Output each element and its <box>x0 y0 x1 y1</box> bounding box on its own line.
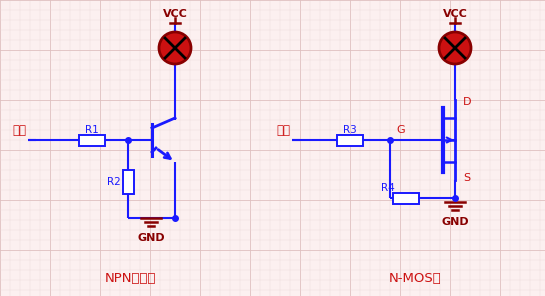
Bar <box>337 134 363 146</box>
Text: 输入: 输入 <box>276 124 290 137</box>
Text: 输入: 输入 <box>12 124 26 137</box>
Bar <box>79 134 105 146</box>
Text: R3: R3 <box>343 125 357 135</box>
Text: G: G <box>396 125 404 135</box>
Ellipse shape <box>439 32 471 64</box>
Text: VCC: VCC <box>443 9 468 19</box>
Text: D: D <box>463 97 471 107</box>
Text: GND: GND <box>137 233 165 243</box>
Bar <box>393 192 419 204</box>
Text: NPN三极管: NPN三极管 <box>104 271 156 284</box>
Text: R2: R2 <box>107 177 121 187</box>
Text: VCC: VCC <box>162 9 187 19</box>
Text: GND: GND <box>441 217 469 227</box>
Text: S: S <box>463 173 470 183</box>
Text: R1: R1 <box>85 125 99 135</box>
Text: N-MOS管: N-MOS管 <box>389 271 441 284</box>
Text: R4: R4 <box>381 183 395 193</box>
Ellipse shape <box>159 32 191 64</box>
Bar <box>123 170 134 194</box>
